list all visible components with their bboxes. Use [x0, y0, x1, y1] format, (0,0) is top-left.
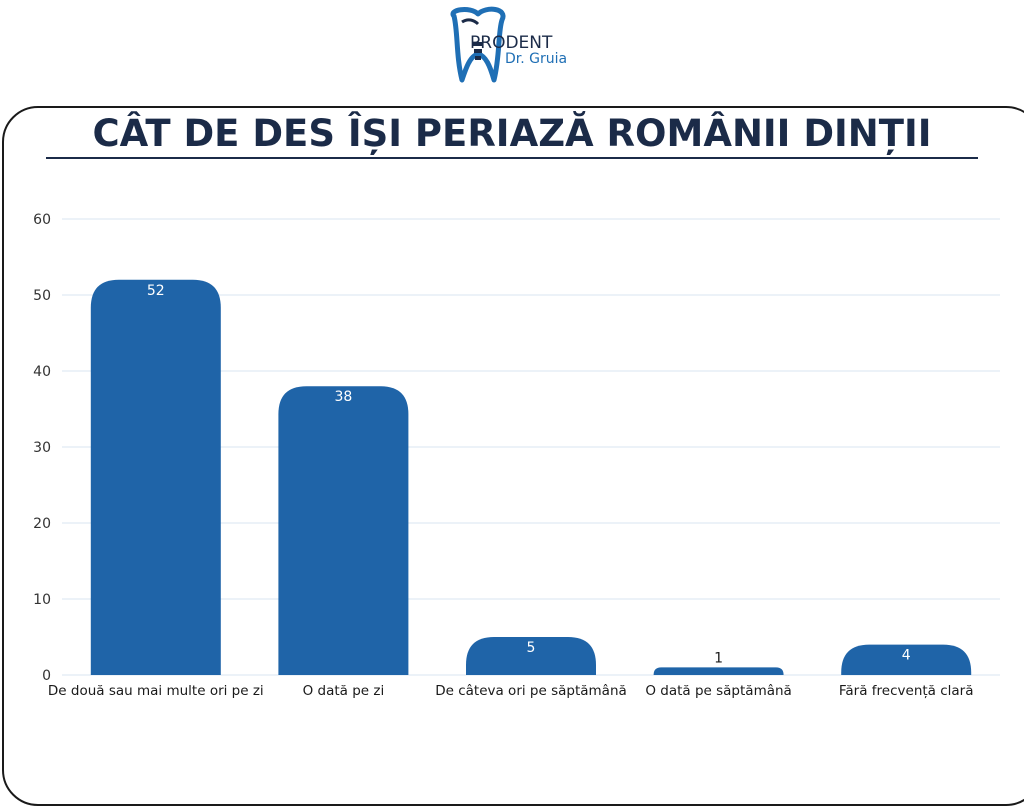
bar: [653, 667, 784, 675]
bar: [278, 386, 409, 675]
x-category-label: O dată pe zi: [303, 683, 385, 699]
title-underline: [46, 157, 978, 159]
y-tick-label: 0: [42, 668, 51, 684]
data-label: 52: [147, 283, 165, 299]
tooth-icon: [450, 6, 506, 83]
x-axis-categories: De două sau mai multe ori pe zi O dată pe…: [48, 683, 974, 699]
brand-name: PRODENT: [470, 33, 553, 53]
data-label: 4: [902, 648, 911, 664]
y-axis-ticks: 0 10 20 30 40 50 60: [33, 212, 51, 684]
bar: [90, 279, 221, 675]
x-category-label: De două sau mai multe ori pe zi: [48, 683, 264, 699]
x-category-label: De câteva ori pe săptămână: [435, 683, 627, 699]
x-category-label: O dată pe săptămână: [645, 683, 791, 699]
y-tick-label: 50: [33, 288, 51, 304]
data-label: 1: [714, 650, 723, 666]
chart-title: CÂT DE DES ÎȘI PERIAZĂ ROMÂNII DINȚII: [92, 112, 932, 155]
y-tick-label: 40: [33, 364, 51, 380]
y-tick-label: 10: [33, 592, 51, 608]
bar-chart: 0 10 20 30 40 50 60 52 38 5 1 4 De două sau mai mu…: [33, 212, 1000, 699]
y-tick-label: 30: [33, 440, 51, 456]
brand-subtitle: Dr. Gruia: [505, 51, 567, 67]
x-category-label: Fără frecvență clară: [839, 683, 974, 699]
data-labels: 52 38 5 1 4: [147, 283, 911, 667]
bars: [90, 279, 972, 675]
data-label: 38: [334, 389, 352, 405]
y-tick-label: 60: [33, 212, 51, 228]
data-label: 5: [527, 640, 536, 656]
bar: [466, 637, 596, 675]
bar: [841, 644, 972, 675]
prodent-logo: PRODENT Dr. Gruia: [450, 6, 567, 83]
y-tick-label: 20: [33, 516, 51, 532]
